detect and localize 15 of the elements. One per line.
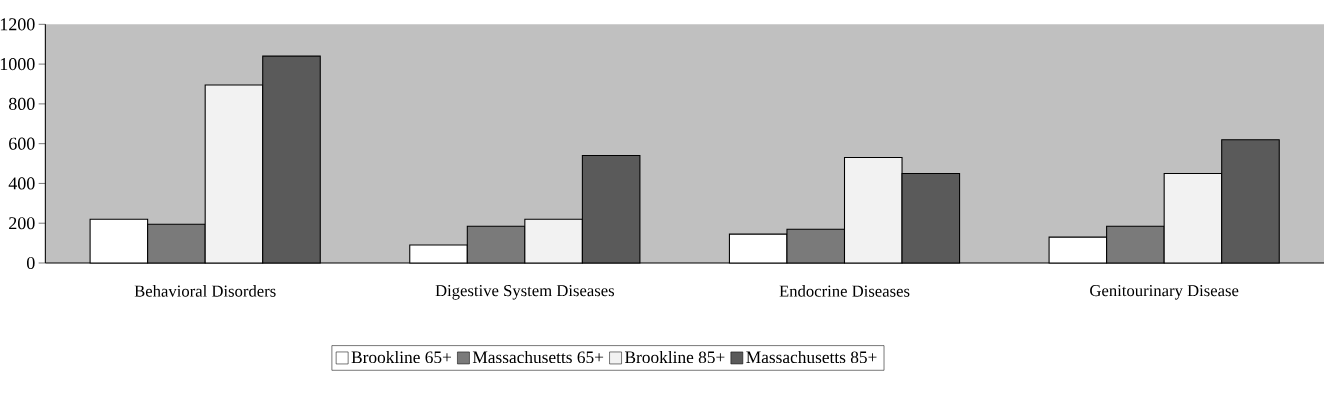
legend-label: Brookline 65+ [351,350,452,364]
y-tick-label: 400 [8,177,35,190]
y-tick-label: 800 [8,97,35,110]
legend-label: Massachusetts 85+ [746,350,877,364]
y-tick-label: 0 [26,256,35,270]
legend-label: Brookline 85+ [624,350,725,364]
y-tick-label: 1200 [0,18,35,31]
x-tick-label: Genitourinary Disease [1090,285,1239,300]
y-tick-label: 600 [9,137,35,150]
y-tick-label: 200 [9,217,35,230]
y-tick-label: 1000 [0,58,35,71]
x-tick-label: Behavioral Disorders [134,285,276,297]
x-tick-label: Digestive System Diseases [435,285,615,300]
x-tick-label: Endocrine Diseases [779,285,910,297]
legend-label: Massachusetts 65+ [472,350,604,364]
